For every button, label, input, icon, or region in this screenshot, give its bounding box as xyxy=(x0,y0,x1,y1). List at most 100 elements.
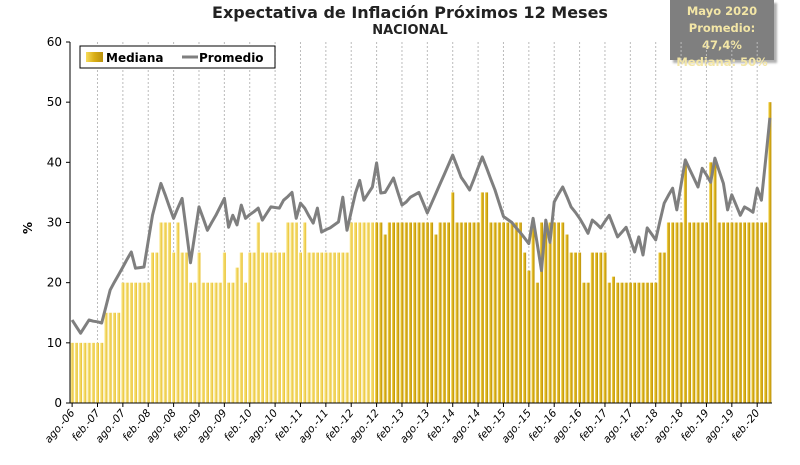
mediana-bar xyxy=(594,252,599,403)
mediana-bar xyxy=(172,252,176,403)
mediana-bar xyxy=(227,282,231,403)
mediana-bar xyxy=(189,282,193,403)
mediana-bar xyxy=(603,252,607,403)
mediana-bar xyxy=(298,252,302,403)
mediana-bar xyxy=(315,252,319,403)
mediana-bar xyxy=(142,282,146,403)
mediana-bar xyxy=(510,222,514,403)
mediana-bar xyxy=(641,282,645,403)
y-tick-label: 0 xyxy=(54,396,62,410)
mediana-bar xyxy=(375,222,379,403)
mediana-bar xyxy=(159,222,163,403)
annotation-date: Mayo 2020 xyxy=(686,4,758,18)
mediana-bar xyxy=(434,234,438,403)
mediana-bar xyxy=(649,282,653,403)
mediana-bar xyxy=(252,252,256,403)
mediana-bar xyxy=(637,282,641,403)
mediana-bar xyxy=(540,222,544,403)
mediana-bar xyxy=(265,252,269,403)
mediana-bar xyxy=(176,222,180,403)
mediana-bar xyxy=(417,222,421,403)
mediana-bar xyxy=(370,222,374,403)
mediana-bar xyxy=(480,192,484,403)
mediana-bar xyxy=(320,252,324,403)
mediana-bar xyxy=(379,222,383,403)
mediana-bar xyxy=(70,342,74,403)
mediana-bar xyxy=(167,222,171,403)
mediana-bar xyxy=(501,222,505,403)
mediana-bar xyxy=(704,222,708,403)
mediana-bar xyxy=(476,222,480,403)
mediana-bar xyxy=(459,222,463,403)
mediana-bar xyxy=(751,222,755,403)
y-tick-label: 20 xyxy=(47,276,62,290)
legend: Mediana Promedio xyxy=(79,45,276,69)
mediana-bar xyxy=(269,252,273,403)
mediana-bar xyxy=(430,222,434,403)
mediana-bar xyxy=(125,282,129,403)
mediana-bar xyxy=(391,222,396,403)
mediana-bar xyxy=(624,282,628,403)
mediana-bar xyxy=(180,252,184,403)
mediana-bar xyxy=(713,162,717,403)
mediana-bar xyxy=(438,222,442,403)
mediana-bar xyxy=(345,252,349,403)
mediana-bar xyxy=(671,222,675,403)
mediana-bar xyxy=(108,312,112,403)
mediana-bar xyxy=(768,102,772,404)
mediana-bar xyxy=(717,222,721,403)
mediana-bar xyxy=(548,222,552,403)
mediana-bar xyxy=(738,222,742,403)
mediana-bar xyxy=(104,312,108,403)
mediana-bar xyxy=(358,222,362,403)
legend-mediana-label: Mediana xyxy=(106,51,164,65)
mediana-bar xyxy=(138,282,142,403)
mediana-bar xyxy=(83,342,87,403)
mediana-bar xyxy=(155,252,159,403)
y-tick-label: 50 xyxy=(47,95,62,109)
mediana-bar xyxy=(468,222,472,403)
mediana-bar xyxy=(578,252,582,403)
x-tick-label: feb.-20 xyxy=(729,407,762,444)
mediana-bar xyxy=(565,234,569,403)
mediana-bar xyxy=(91,342,95,403)
annotation-box: Mayo 2020 Promedio: 47,4% Mediana: 50% xyxy=(670,0,774,69)
mediana-bar xyxy=(121,282,125,403)
x-tick-label: ago.-06 xyxy=(42,407,77,446)
mediana-bar xyxy=(408,222,412,403)
y-axis-label: % xyxy=(21,222,35,234)
mediana-bar xyxy=(112,312,116,403)
mediana-bar xyxy=(654,282,658,403)
mediana-bar xyxy=(197,252,201,403)
mediana-bar xyxy=(675,222,679,403)
mediana-bar xyxy=(485,192,489,403)
mediana-bar xyxy=(311,252,315,403)
mediana-bar xyxy=(742,222,747,403)
mediana-bar xyxy=(455,222,459,403)
mediana-bar xyxy=(214,282,218,403)
mediana-bar xyxy=(218,282,222,403)
mediana-bar xyxy=(514,222,518,403)
mediana-bar xyxy=(328,252,332,403)
mediana-bar xyxy=(759,222,763,403)
mediana-bar xyxy=(277,252,281,403)
mediana-bar xyxy=(163,222,167,403)
mediana-bar xyxy=(256,222,260,403)
mediana-bar xyxy=(552,222,556,403)
legend-mediana-swatch xyxy=(86,52,103,62)
mediana-bar xyxy=(150,252,154,403)
mediana-bar xyxy=(607,282,611,403)
y-tick-label: 40 xyxy=(47,155,62,169)
mediana-bar xyxy=(463,222,467,403)
mediana-bar xyxy=(544,222,548,403)
mediana-bar xyxy=(205,282,209,403)
y-tick-label: 60 xyxy=(47,35,62,49)
mediana-bar xyxy=(387,222,391,403)
mediana-bar xyxy=(472,222,476,403)
mediana-bar xyxy=(506,222,510,403)
mediana-bar xyxy=(683,162,687,403)
promedio-line xyxy=(70,117,772,335)
mediana-bar xyxy=(755,222,759,403)
mediana-bar xyxy=(569,252,573,403)
mediana-bar xyxy=(734,222,738,403)
